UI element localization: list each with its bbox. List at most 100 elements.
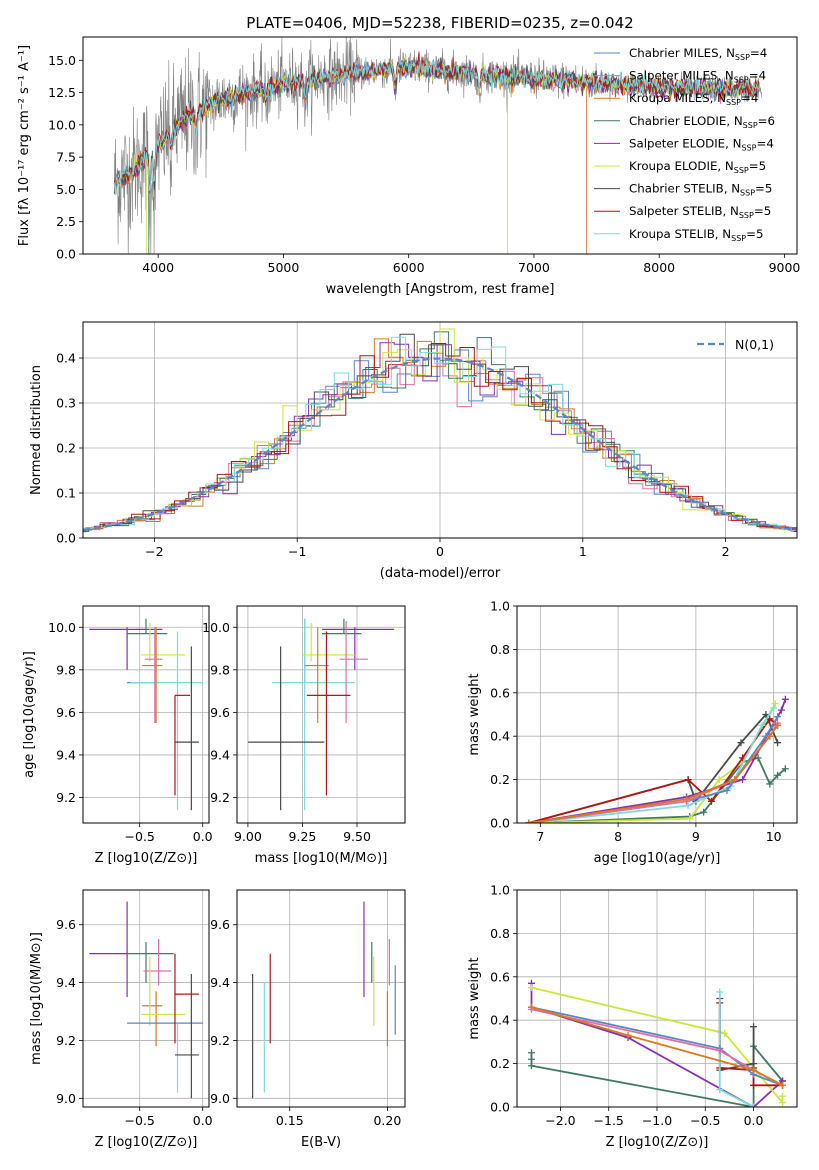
weight-point-marker bbox=[758, 721, 766, 729]
x-tick-label: 9.25 bbox=[289, 829, 317, 844]
y-tick-label: 5.0 bbox=[56, 182, 76, 197]
x-axis-label: mass [log10(M/M⊙)] bbox=[255, 851, 388, 866]
axes-frame bbox=[82, 605, 210, 824]
weight-point-marker bbox=[686, 815, 694, 823]
panel-mass-vs-extinction: 0.15 0.20 9.0 9.2 9.4 9.6 E(B-V) bbox=[210, 889, 406, 1150]
x-tick-label: −2.0 bbox=[545, 1113, 575, 1128]
x-tick-label: 9000 bbox=[769, 260, 801, 275]
y-tick-label: 0.8 bbox=[490, 642, 510, 657]
x-axis-label: age [log10(age/yr)] bbox=[594, 851, 721, 866]
panel-residual-histogram: −2 −1 0 1 2 0.0 0.1 0.2 0.3 0.4 (data-model)/error… bbox=[29, 321, 798, 581]
x-tick-label: 0 bbox=[436, 544, 444, 559]
figure-title: PLATE=0406, MJD=52238, FIBERID=0235, z=0… bbox=[246, 14, 633, 32]
weight-point-marker bbox=[721, 1029, 729, 1037]
y-tick-label: 9.4 bbox=[56, 747, 76, 762]
panel-age-vs-mass: 9.00 9.25 9.50 9.2 9.4 9.6 9.8 10.0 mass [log10(… bbox=[202, 605, 406, 866]
x-axis-label: E(B-V) bbox=[301, 1135, 341, 1150]
weight-point-marker bbox=[527, 1062, 535, 1070]
x-tick-label: 9.50 bbox=[343, 829, 371, 844]
weight-point-marker bbox=[766, 780, 774, 788]
weight-point-marker bbox=[716, 988, 724, 996]
x-tick-label: 1 bbox=[579, 544, 587, 559]
y-tick-label: 0.6 bbox=[490, 969, 510, 984]
legend-label: N(0,1) bbox=[735, 337, 774, 352]
y-tick-label: 7.5 bbox=[56, 150, 76, 165]
normal-curve-line bbox=[83, 357, 797, 532]
y-tick-label: 0.4 bbox=[490, 729, 510, 744]
y-tick-label: 0.0 bbox=[56, 531, 76, 546]
weight-series-line bbox=[531, 1006, 783, 1087]
x-tick-label: 0.20 bbox=[373, 1113, 401, 1128]
plot-area bbox=[247, 618, 395, 811]
y-tick-label: 9.2 bbox=[210, 790, 230, 805]
weight-point-marker bbox=[715, 776, 723, 784]
weight-point-marker bbox=[525, 819, 533, 823]
weight-series-line bbox=[528, 717, 779, 823]
axes-frame bbox=[516, 889, 798, 1108]
legend-label: Chabrier ELODIE, NSSP=6 bbox=[629, 114, 775, 130]
weight-point-marker bbox=[707, 797, 715, 805]
weight-point-marker bbox=[527, 984, 535, 992]
legend-label: Salpeter STELIB, NSSP=5 bbox=[629, 204, 771, 220]
y-tick-label: 9.0 bbox=[56, 1091, 76, 1106]
weight-point-marker bbox=[754, 754, 762, 762]
y-tick-label: 0.8 bbox=[490, 926, 510, 941]
y-tick-label: 1.0 bbox=[490, 883, 510, 898]
x-tick-label: 7 bbox=[536, 829, 544, 844]
x-tick-label: 6000 bbox=[393, 260, 425, 275]
x-tick-label: −1 bbox=[288, 544, 306, 559]
axes-frame bbox=[82, 889, 210, 1108]
weight-series-line bbox=[531, 1006, 783, 1087]
y-tick-label: 9.4 bbox=[56, 975, 76, 990]
y-tick-label: 0.4 bbox=[490, 1013, 510, 1028]
legend-label: Salpeter ELODIE, NSSP=4 bbox=[629, 136, 774, 152]
weight-point-marker bbox=[771, 700, 779, 708]
x-tick-label: −1.0 bbox=[642, 1113, 672, 1128]
legend-label: Kroupa MILES, NSSP=4 bbox=[629, 91, 758, 107]
x-tick-label: 4000 bbox=[142, 260, 174, 275]
weight-point-marker bbox=[774, 721, 782, 729]
weight-point-marker bbox=[781, 765, 789, 773]
x-axis-label: wavelength [Angstrom, rest frame] bbox=[326, 282, 555, 297]
weight-point-marker bbox=[737, 739, 745, 747]
histogram-step-line bbox=[83, 333, 797, 531]
weight-point-marker bbox=[723, 786, 731, 794]
axes-frame bbox=[82, 36, 798, 255]
y-tick-label: 9.8 bbox=[210, 662, 230, 677]
weight-point-marker bbox=[770, 704, 778, 712]
y-tick-label: 0.2 bbox=[56, 441, 76, 456]
y-axis-label: mass [log10(M/M⊙)] bbox=[29, 932, 44, 1065]
x-tick-label: −0.5 bbox=[125, 1113, 155, 1128]
x-axis-label: Z [log10(Z/Z⊙)] bbox=[95, 1135, 198, 1150]
weight-point-marker bbox=[527, 1049, 535, 1057]
histogram-step-line bbox=[83, 328, 797, 533]
legend-label: Salpeter MILES, NSSP=4 bbox=[629, 69, 766, 85]
x-tick-label: 0.0 bbox=[744, 1113, 764, 1128]
y-tick-label: 2.5 bbox=[56, 214, 76, 229]
weight-point-marker bbox=[779, 1081, 787, 1089]
x-tick-label: −0.5 bbox=[125, 829, 155, 844]
weight-point-marker bbox=[750, 1081, 758, 1089]
weight-point-marker bbox=[731, 776, 739, 784]
y-tick-label: 10.0 bbox=[202, 620, 230, 635]
x-axis-label: (data-model)/error bbox=[380, 566, 501, 581]
y-tick-label: 0.4 bbox=[56, 351, 76, 366]
weight-point-marker bbox=[781, 695, 789, 703]
y-axis-label: Flux [fλ 10⁻¹⁷ erg cm⁻² s⁻¹ A⁻¹] bbox=[17, 45, 32, 246]
y-tick-label: 9.6 bbox=[210, 917, 230, 932]
y-tick-label: 9.4 bbox=[210, 747, 230, 762]
y-axis-label: age [log10(age/yr)] bbox=[22, 651, 37, 778]
weight-point-marker bbox=[750, 1103, 758, 1107]
plot-area bbox=[83, 328, 797, 533]
weight-point-marker bbox=[750, 1066, 758, 1074]
axes-frame bbox=[516, 605, 798, 824]
legend-label: Chabrier MILES, NSSP=4 bbox=[629, 46, 767, 62]
x-tick-label: 0.15 bbox=[276, 1113, 304, 1128]
panel-spectrum: 4000 5000 6000 7000 8000 9000 0.0 2.5 5.0 7.5 10.0… bbox=[17, 36, 801, 297]
axes-frame bbox=[236, 889, 406, 1108]
y-axis-label: mass weight bbox=[467, 673, 482, 755]
weight-point-marker bbox=[779, 1099, 787, 1107]
panel-weights-vs-metallicity: −2.0 −1.5 −1.0 −0.5 0.0 0.0 0.2 0.4 0.6 0.8 1.0 Z [… bbox=[467, 883, 798, 1150]
